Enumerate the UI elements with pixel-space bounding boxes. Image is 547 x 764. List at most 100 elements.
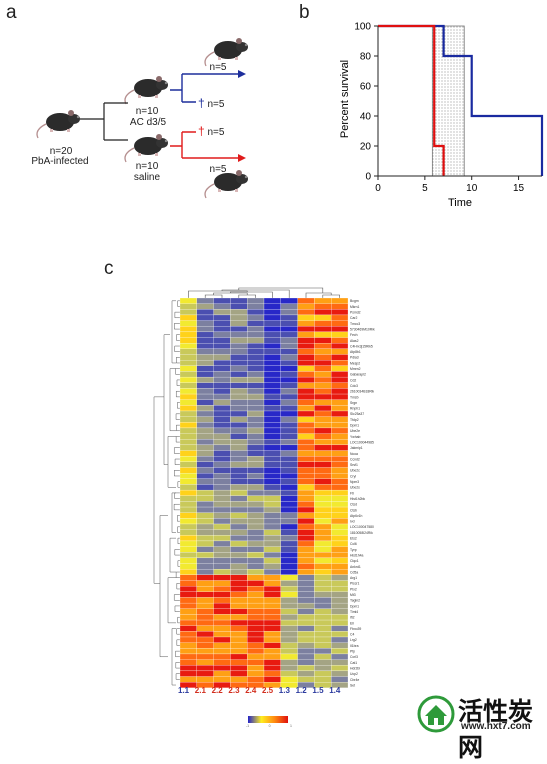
- heatmap-cell: [331, 557, 349, 564]
- heatmap-cell: [196, 444, 214, 451]
- gene-label: Ube2e: [350, 429, 360, 433]
- heatmap-cell: [263, 653, 281, 660]
- heatmap-cell: [263, 371, 281, 378]
- heatmap-cell: [331, 303, 349, 310]
- heatmap-cell: [331, 540, 349, 547]
- heatmap-cell: [331, 297, 349, 304]
- heatmap-cell: [179, 619, 197, 626]
- heatmap-cell: [179, 580, 197, 587]
- heatmap-cell: [247, 574, 265, 581]
- heatmap-cell: [297, 665, 315, 672]
- heatmap-cell: [230, 574, 248, 581]
- heatmap-cell: [247, 676, 265, 683]
- heatmap-cell: [213, 422, 231, 429]
- heatmap-cell: [230, 518, 248, 525]
- heatmap-cell: [230, 365, 248, 372]
- heatmap-cell: [213, 365, 231, 372]
- heatmap-cell: [179, 501, 197, 508]
- heatmap-cell: [179, 518, 197, 525]
- heatmap-cell: [247, 410, 265, 417]
- heatmap-cell: [213, 433, 231, 440]
- heatmap-cell: [280, 309, 298, 316]
- heatmap-cell: [179, 484, 197, 491]
- heatmap-cell: [314, 450, 332, 457]
- heatmap-cell: [179, 456, 197, 462]
- heatmap-cell: [297, 456, 315, 462]
- heatmap-cell: [179, 653, 197, 660]
- heatmap-cell: [263, 529, 281, 536]
- heatmap-cell: [297, 586, 315, 592]
- heatmap-cell: [247, 642, 265, 649]
- heatmap-cell: [297, 625, 315, 632]
- column-label: 2.4: [245, 686, 257, 695]
- heatmap-cell: [297, 405, 315, 412]
- gene-label: Cdc3: [350, 384, 358, 388]
- heatmap-cell: [179, 405, 197, 412]
- heatmap-cell: [213, 552, 231, 559]
- heatmap-cell: [263, 354, 281, 361]
- heatmap-cell: [230, 399, 248, 406]
- heatmap-cell: [247, 297, 265, 304]
- heatmap-cell: [230, 450, 248, 457]
- heatmap-cell: [179, 529, 197, 536]
- heatmap-cell: [196, 535, 214, 542]
- heatmap-cell: [213, 343, 231, 349]
- heatmap-cell: [179, 625, 197, 632]
- heatmap-cell: [230, 427, 248, 434]
- heatmap-cell: [314, 648, 332, 655]
- heatmap-cell: [331, 456, 349, 462]
- row-dendrogram-branch: [171, 492, 176, 533]
- heatmap-cell: [196, 433, 214, 440]
- gene-label: Gabarapl2: [350, 373, 366, 377]
- survival-series-line: [378, 24, 544, 176]
- heatmap-cell: [230, 636, 248, 643]
- saline-arrow-icon: [238, 154, 246, 162]
- heatmap-cell: [280, 631, 298, 638]
- heatmap-cell: [263, 478, 281, 485]
- heatmap-cell: [179, 444, 197, 451]
- row-dendrogram-branch: [174, 549, 180, 556]
- heatmap-cell: [230, 659, 248, 666]
- heatmap-cell: [331, 569, 349, 575]
- heatmap-cell: [247, 314, 265, 321]
- watermark-logo-icon: [417, 695, 455, 733]
- heatmap-cell: [314, 574, 332, 581]
- heatmap-cell: [280, 478, 298, 485]
- heatmap-cell: [280, 512, 298, 519]
- heatmap-cell: [179, 422, 197, 429]
- heatmap-cell: [213, 506, 231, 513]
- heatmap-cell: [297, 393, 315, 400]
- heatmap-cell: [213, 659, 231, 666]
- gene-label: Ell: [350, 621, 354, 625]
- heatmap-cell: [230, 309, 248, 316]
- heatmap-cell: [247, 557, 265, 564]
- heatmap-cell: [314, 608, 332, 615]
- heatmap-cell: [297, 518, 315, 525]
- gene-label: Dpm1: [350, 604, 359, 608]
- heatmap-cell: [314, 314, 332, 321]
- row-dendrogram-branch: [173, 447, 180, 454]
- heatmap-cell: [331, 399, 349, 406]
- gene-label: Ube2s: [350, 486, 360, 490]
- heatmap-cell: [297, 354, 315, 361]
- heatmap-cell: [196, 659, 214, 666]
- heatmap-cell: [297, 365, 315, 372]
- experiment-diagram: [36, 37, 249, 199]
- heatmap-cell: [247, 461, 265, 468]
- heatmap-cell: [179, 602, 197, 609]
- heatmap-cell: [179, 309, 197, 316]
- column-labels: 1.1 2.1 2.2 2.3 2.4 2.5 1.3 1.2 1.5 1.4: [177, 686, 357, 698]
- heatmap-cell: [196, 343, 214, 349]
- y-axis-label: Percent survival: [339, 60, 351, 138]
- heatmap-cell: [213, 619, 231, 626]
- heatmap-cell: [179, 439, 197, 446]
- heatmap-cell: [331, 602, 349, 609]
- watermark-url: www.hxt7.com: [461, 721, 531, 732]
- ac-die-count: n=5: [207, 99, 225, 110]
- heatmap-cell: [263, 591, 281, 598]
- row-dendrogram-branch: [174, 470, 180, 477]
- heatmap-cell: [213, 461, 231, 468]
- heatmap-cell: [179, 648, 197, 655]
- heatmap-cell: [331, 676, 349, 683]
- heatmap-cell: [314, 625, 332, 632]
